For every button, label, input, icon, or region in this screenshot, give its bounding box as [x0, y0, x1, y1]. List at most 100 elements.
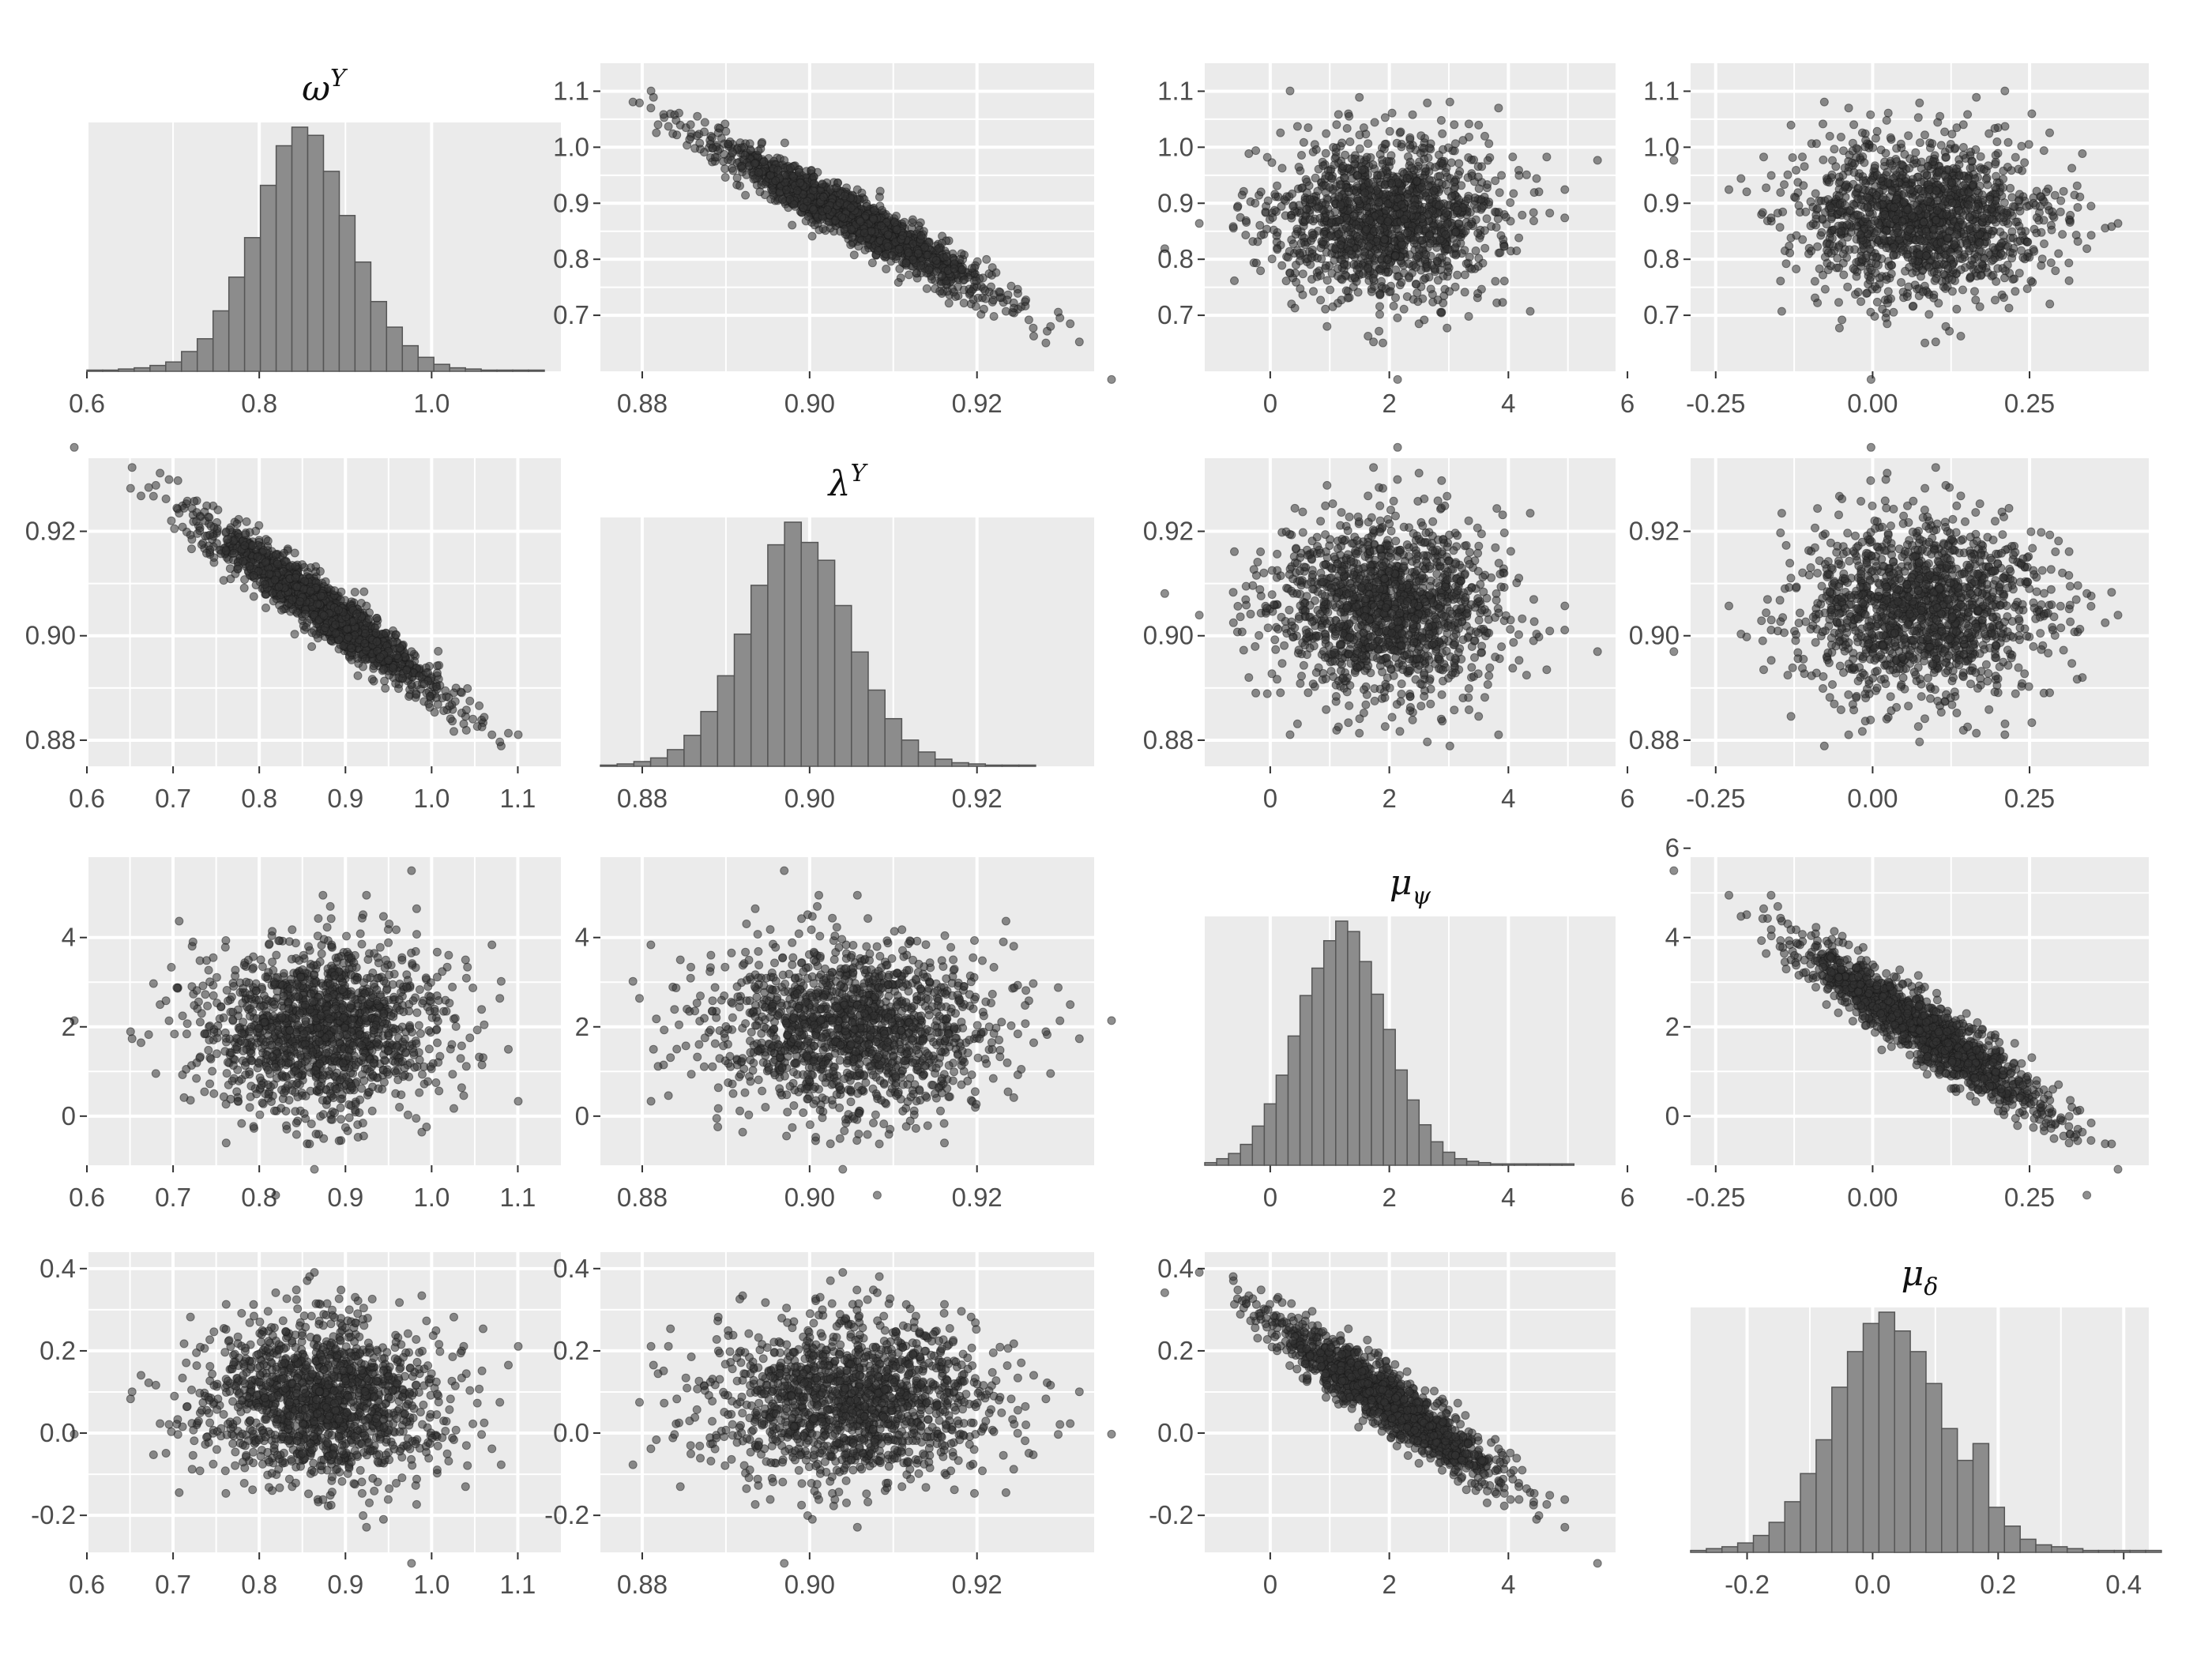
- data-point: [1834, 323, 1844, 333]
- data-point: [1441, 230, 1450, 239]
- data-point: [1958, 120, 1968, 130]
- data-point: [1322, 129, 1331, 138]
- data-point: [1464, 312, 1473, 321]
- data-point: [1251, 258, 1261, 268]
- data-point: [1860, 142, 1870, 152]
- data-point: [1885, 159, 1894, 168]
- data-point: [1294, 163, 1304, 171]
- data-point: [1417, 214, 1427, 224]
- data-point: [883, 242, 893, 251]
- data-point: [2030, 224, 2039, 234]
- data-point: [1857, 128, 1867, 137]
- data-point: [1887, 261, 1896, 270]
- data-point: [1321, 181, 1330, 190]
- data-point: [1474, 254, 1484, 263]
- data-point: [2032, 213, 2041, 222]
- data-point: [1893, 228, 1902, 238]
- data-point: [1970, 287, 1979, 296]
- data-point: [849, 250, 859, 260]
- data-point: [1491, 176, 1500, 186]
- data-point: [1853, 183, 1863, 193]
- data-point: [898, 231, 908, 240]
- x-tick-label: 2: [1382, 389, 1396, 418]
- data-point: [1819, 119, 1827, 129]
- data-point: [1432, 257, 1442, 266]
- data-point: [1742, 187, 1751, 197]
- data-point: [1849, 120, 1859, 130]
- data-point: [1849, 264, 1858, 273]
- data-point: [1908, 255, 1917, 265]
- histogram-bar: [449, 367, 466, 372]
- data-point: [1972, 92, 1981, 102]
- data-point: [1512, 246, 1522, 255]
- data-point: [1898, 160, 1907, 169]
- data-point: [1288, 201, 1298, 211]
- data-point: [1299, 137, 1308, 147]
- histogram-bar: [433, 363, 450, 372]
- histogram-bar: [307, 134, 325, 372]
- data-point: [1991, 295, 1999, 305]
- data-point: [1862, 289, 1872, 298]
- data-point: [860, 228, 869, 238]
- data-point: [1355, 144, 1364, 153]
- data-point: [1879, 193, 1888, 202]
- data-point: [1858, 176, 1868, 186]
- panel-omega-vs-omega: 0.6 0.8 1.0ωY: [69, 65, 561, 418]
- x-tick-label: 0.8: [241, 389, 277, 418]
- data-point: [1006, 281, 1016, 291]
- data-point: [1991, 160, 2000, 169]
- data-point: [1501, 213, 1510, 222]
- data-point: [852, 185, 862, 194]
- data-point: [713, 128, 723, 137]
- data-point: [1464, 221, 1473, 231]
- data-point: [1046, 322, 1055, 331]
- data-point: [837, 213, 847, 222]
- data-point: [1775, 223, 1785, 232]
- data-point: [1473, 162, 1483, 171]
- data-point: [1962, 239, 1972, 248]
- data-point: [307, 642, 317, 651]
- data-point: [1818, 214, 1827, 224]
- data-point: [1942, 209, 1951, 219]
- data-point: [1326, 285, 1335, 295]
- data-point: [1834, 243, 1843, 252]
- data-point: [710, 152, 720, 162]
- data-point: [1964, 188, 1973, 198]
- x-tick-label: 0.25: [2004, 389, 2055, 418]
- data-point: [1337, 275, 1347, 284]
- data-point: [916, 261, 926, 270]
- data-point: [2067, 164, 2077, 173]
- data-point: [1384, 157, 1394, 166]
- panel-omega-vs-mupsi: 0 2 4 60.70.80.91.01.1: [1157, 63, 1635, 418]
- data-point: [1776, 276, 1785, 286]
- data-point: [1844, 103, 1853, 113]
- data-point: [1840, 164, 1849, 173]
- data-point: [1871, 134, 1880, 143]
- data-point: [514, 730, 523, 739]
- data-point: [1923, 197, 1932, 206]
- data-point: [1560, 185, 1570, 194]
- data-point: [840, 224, 849, 234]
- data-point: [1458, 136, 1468, 145]
- data-point: [2004, 303, 2014, 313]
- data-point: [989, 312, 999, 321]
- data-point: [982, 254, 991, 264]
- data-point: [1416, 265, 1426, 275]
- data-point: [1473, 289, 1483, 298]
- data-point: [1319, 161, 1328, 171]
- y-tick-label: 0.90: [25, 621, 76, 650]
- y-tick-label: 1.0: [1157, 132, 1194, 161]
- data-point: [988, 295, 998, 305]
- data-point: [754, 167, 763, 177]
- data-point: [664, 122, 673, 131]
- data-point: [887, 251, 897, 261]
- data-point: [1915, 98, 1924, 107]
- data-point: [1997, 239, 2006, 248]
- data-point: [957, 265, 967, 274]
- data-point: [727, 156, 736, 165]
- data-point: [2058, 230, 2067, 239]
- x-tick-label: 0.9: [327, 784, 363, 813]
- data-point: [1297, 151, 1306, 160]
- data-point: [810, 220, 819, 230]
- data-point: [1736, 174, 1746, 183]
